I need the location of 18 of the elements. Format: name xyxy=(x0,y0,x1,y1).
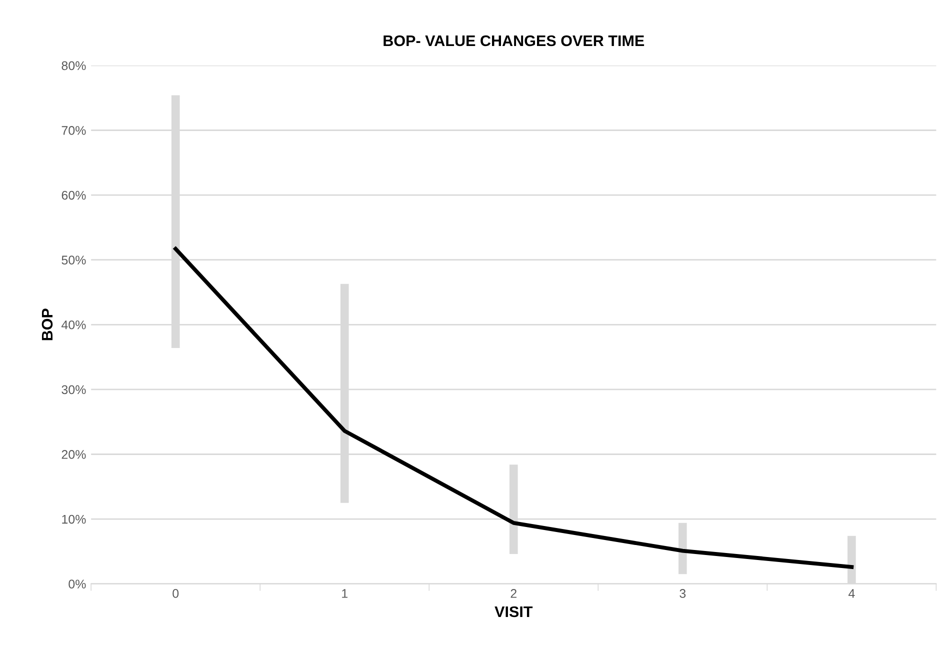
y-tick-label: 20% xyxy=(62,450,86,459)
x-tick-label: 4 xyxy=(848,589,855,598)
y-tick-label: 60% xyxy=(62,190,86,200)
x-tick-label: 1 xyxy=(342,589,348,598)
y-tick-label: 70% xyxy=(62,126,86,135)
x-tick-label: 0 xyxy=(172,589,179,598)
y-tick-label: 10% xyxy=(62,514,86,524)
y-tick-label: 50% xyxy=(62,256,86,264)
line-series xyxy=(174,246,854,569)
y-tick-label: 40% xyxy=(61,320,86,330)
y-tick-label: 30% xyxy=(62,385,86,394)
chart-title: BOP- VALUE CHANGES OVER TIME xyxy=(384,35,644,46)
y-tick-label: 0% xyxy=(68,580,86,588)
y-axis-title: BOP xyxy=(42,308,53,340)
y-tick-label: 80% xyxy=(62,61,86,70)
x-tick-label: 2 xyxy=(510,589,516,598)
x-tick-label: 3 xyxy=(680,589,686,598)
x-axis-title: VISIT xyxy=(494,606,533,618)
